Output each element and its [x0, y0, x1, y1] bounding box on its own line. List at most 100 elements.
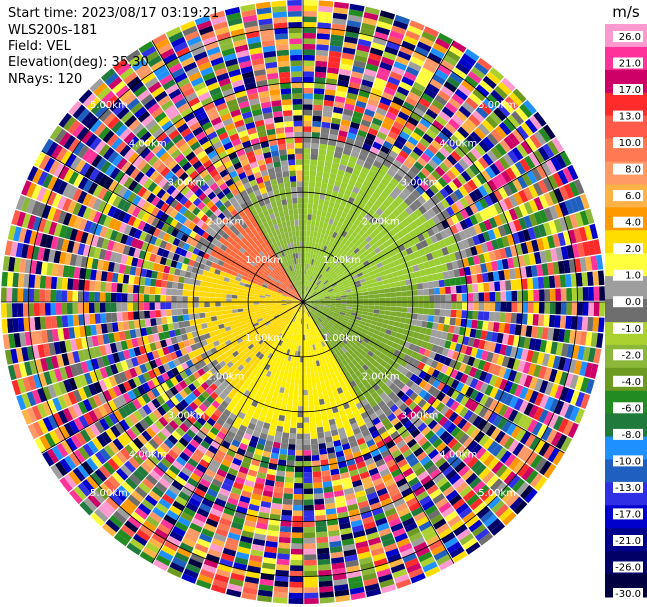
- velocity-gate: [340, 58, 354, 66]
- velocity-gate: [360, 317, 367, 323]
- velocity-gate: [328, 269, 334, 275]
- velocity-gate: [436, 222, 445, 232]
- velocity-gate: [334, 95, 346, 104]
- velocity-gate: [423, 334, 431, 343]
- velocity-gate: [599, 302, 605, 317]
- velocity-gate: [298, 400, 303, 407]
- velocity-gate: [187, 296, 194, 302]
- velocity-gate: [391, 326, 399, 333]
- velocity-gate: [314, 226, 319, 233]
- velocity-gate: [293, 494, 303, 500]
- velocity-gate: [333, 7, 349, 15]
- velocity-gate: [449, 252, 457, 262]
- velocity-gate: [559, 201, 569, 217]
- velocity-gate: [402, 187, 412, 197]
- velocity-gate: [533, 149, 545, 164]
- velocity-gate: [322, 278, 328, 284]
- velocity-gate: [308, 299, 314, 301]
- velocity-gate: [477, 311, 484, 321]
- velocity-gate: [390, 297, 397, 302]
- velocity-gate: [494, 291, 501, 302]
- velocity-gate: [316, 421, 323, 428]
- velocity-gate: [426, 83, 440, 95]
- velocity-gate: [347, 242, 355, 249]
- velocity-gate: [320, 250, 326, 257]
- velocity-gate: [458, 230, 467, 241]
- velocity-gate: [309, 170, 317, 177]
- velocity-gate: [278, 536, 291, 544]
- velocity-gate: [310, 276, 315, 282]
- velocity-gate: [477, 283, 484, 293]
- velocity-gate: [431, 215, 441, 225]
- velocity-gate: [358, 89, 370, 99]
- velocity-gate: [390, 145, 402, 155]
- velocity-gate: [558, 329, 566, 343]
- velocity-gate: [332, 185, 340, 193]
- velocity-gate: [215, 311, 222, 316]
- velocity-gate: [312, 253, 316, 260]
- velocity-gate: [305, 258, 308, 264]
- velocity-gate: [357, 298, 364, 302]
- velocity-gate: [360, 246, 367, 254]
- velocity-gate: [531, 167, 543, 182]
- velocity-gate: [401, 40, 416, 51]
- velocity-gate: [330, 167, 338, 175]
- velocity-gate: [317, 558, 331, 566]
- velocity-gate: [308, 303, 314, 306]
- velocity-gate: [501, 235, 510, 248]
- velocity-gate: [555, 302, 562, 315]
- velocity-gate: [420, 67, 434, 78]
- velocity-gate: [503, 323, 511, 334]
- velocity-gate: [381, 121, 392, 131]
- velocity-gate: [341, 153, 350, 161]
- velocity-gate: [356, 313, 363, 318]
- velocity-gate: [552, 172, 564, 187]
- velocity-gate: [456, 302, 463, 310]
- velocity-gate: [363, 161, 373, 170]
- velocity-gate: [295, 373, 300, 379]
- velocity-gate: [359, 124, 370, 133]
- velocity-gate: [282, 426, 290, 434]
- velocity-gate: [276, 397, 283, 404]
- velocity-gate: [322, 110, 333, 118]
- velocity-gate: [307, 294, 312, 299]
- velocity-gate: [383, 116, 395, 126]
- velocity-gate: [286, 460, 295, 467]
- velocity-gate: [406, 312, 413, 319]
- velocity-gate: [382, 159, 393, 169]
- velocity-gate: [303, 433, 311, 440]
- velocity-gate: [377, 102, 390, 111]
- velocity-gate: [497, 104, 511, 118]
- velocity-gate: [458, 267, 466, 277]
- velocity-gate: [405, 66, 420, 77]
- velocity-gate: [340, 199, 348, 207]
- velocity-gate: [347, 161, 356, 169]
- velocity-gate: [319, 193, 326, 200]
- velocity-gate: [303, 444, 311, 451]
- velocity-gate: [461, 79, 475, 93]
- velocity-gate: [391, 254, 399, 262]
- velocity-gate: [451, 114, 464, 126]
- velocity-gate: [284, 388, 290, 395]
- velocity-gate: [330, 270, 336, 277]
- velocity-gate: [339, 158, 349, 166]
- velocity-gate: [453, 268, 461, 278]
- velocity-gate: [477, 123, 490, 136]
- velocity-gate: [410, 244, 419, 253]
- velocity-gate: [462, 138, 474, 151]
- velocity-gate: [487, 229, 496, 241]
- velocity-gate: [508, 92, 523, 107]
- velocity-gate: [307, 214, 312, 221]
- velocity-gate: [231, 305, 238, 310]
- velocity-gate: [533, 302, 540, 314]
- velocity-gate: [284, 482, 294, 489]
- velocity-gate: [396, 222, 405, 231]
- velocity-gate: [316, 280, 322, 286]
- velocity-gate: [39, 303, 46, 316]
- velocity-gate: [312, 383, 317, 390]
- velocity-gate: [296, 439, 303, 445]
- velocity-gate: [319, 221, 324, 228]
- velocity-gate: [345, 166, 354, 174]
- velocity-gate: [310, 247, 315, 254]
- velocity-gate: [461, 284, 468, 293]
